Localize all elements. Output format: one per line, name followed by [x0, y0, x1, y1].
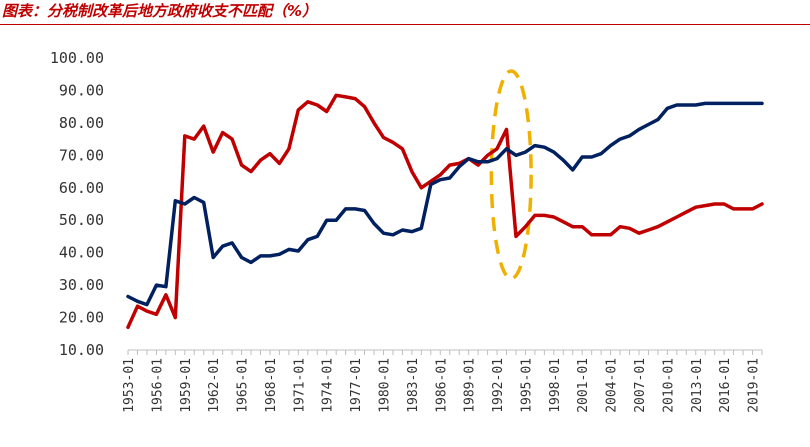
y-tick-label: 80.00 [59, 114, 104, 132]
x-tick-label: 1965-01 [236, 358, 251, 413]
y-tick-label: 40.00 [59, 244, 104, 262]
y-tick-label: 30.00 [59, 276, 104, 294]
x-tick-label: 1980-01 [377, 358, 392, 413]
x-tick-label: 1992-01 [491, 358, 506, 413]
y-tick-labels: 10.00 20.00 30.00 40.00 50.00 60.00 70.00 80.00… [50, 49, 104, 359]
x-tick-labels: 1953-01 1956-01 1959-01 1962-01 1965-01 1968-… [122, 358, 762, 413]
series-line-1 [126, 93, 764, 330]
x-tick-label: 1956-01 [150, 358, 165, 413]
x-tick-label: 1962-01 [207, 358, 222, 413]
y-tick-label: 70.00 [59, 146, 104, 164]
x-tick-label: 1974-01 [321, 358, 336, 413]
x-tick-label: 1971-01 [292, 358, 307, 413]
axes-layer [127, 349, 763, 355]
highlight-ellipse [489, 69, 533, 281]
series-layer [126, 93, 764, 330]
x-tick-label: 2007-01 [633, 358, 648, 413]
y-tick-label: 50.00 [59, 211, 104, 229]
title-underline [0, 24, 810, 25]
x-tick-label: 1989-01 [463, 358, 478, 413]
y-tick-label: 100.00 [50, 49, 104, 67]
chart-title: 图表：分税制改革后地方政府收支不匹配（%） [2, 2, 318, 20]
annotation-layer [489, 69, 533, 281]
x-tick-label: 1977-01 [349, 358, 364, 413]
x-tick-label: 1968-01 [264, 358, 279, 413]
x-tick-label: 1953-01 [122, 358, 137, 413]
y-tick-label: 90.00 [59, 81, 104, 99]
x-tick-label: 1986-01 [434, 358, 449, 413]
x-tick-label: 1995-01 [519, 358, 534, 413]
x-tick-label: 2013-01 [690, 358, 705, 413]
x-tick-label: 2004-01 [605, 358, 620, 413]
x-tick-label: 1983-01 [406, 358, 421, 413]
series-line-2 [126, 101, 764, 307]
y-tick-label: 60.00 [59, 179, 104, 197]
x-tick-label: 2019-01 [747, 358, 762, 413]
x-tick-label: 1959-01 [179, 358, 194, 413]
x-tick-label: 1998-01 [548, 358, 563, 413]
x-tick-label: 2016-01 [718, 358, 733, 413]
y-tick-label: 10.00 [59, 341, 104, 359]
y-tick-label: 20.00 [59, 309, 104, 327]
x-tick-label: 2010-01 [661, 358, 676, 413]
x-tick-label: 2001-01 [576, 358, 591, 413]
